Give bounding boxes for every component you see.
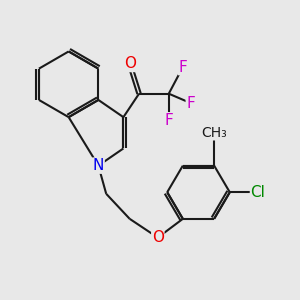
Text: N: N xyxy=(93,158,104,173)
Text: Cl: Cl xyxy=(250,185,266,200)
Text: F: F xyxy=(178,60,187,75)
Text: F: F xyxy=(186,96,195,111)
Text: CH₃: CH₃ xyxy=(201,126,227,140)
Text: O: O xyxy=(124,56,136,71)
Text: F: F xyxy=(164,113,173,128)
Text: O: O xyxy=(152,230,164,245)
